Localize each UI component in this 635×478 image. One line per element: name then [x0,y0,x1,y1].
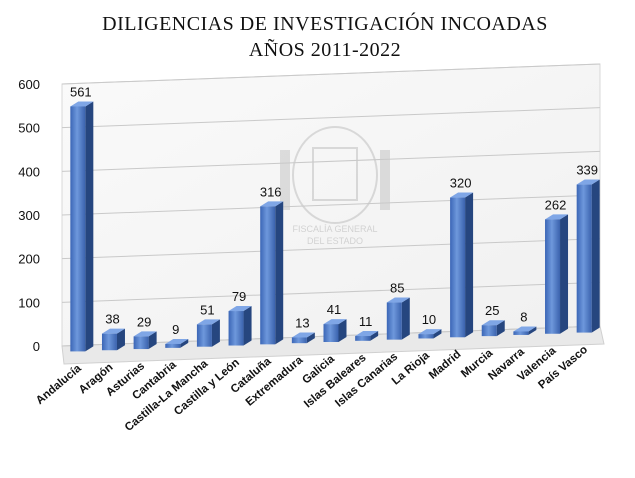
x-tick-label: La Rioja [390,349,432,387]
bar [355,336,371,341]
bar [513,331,529,335]
bar-side [180,338,189,348]
bar-top [165,338,189,344]
data-label: 13 [295,315,309,330]
gridline [61,194,601,216]
bar [576,184,592,333]
bar-side [370,331,379,341]
bar-top [386,297,410,303]
y-tick-label: 500 [18,121,40,136]
bar [260,206,276,345]
watermark-text: DEL ESTADO [307,236,363,246]
data-label: 41 [327,302,341,317]
bar-top [481,320,505,326]
watermark: FISCALÍA GENERAL DEL ESTADO [280,126,390,246]
data-label: 38 [105,312,119,327]
bar [450,197,466,338]
gridline [61,107,601,129]
bar-side [528,326,537,335]
bar-top [513,326,537,332]
bar [196,324,212,347]
bar-top [70,101,94,107]
data-label: 79 [232,289,246,304]
watermark-column-right [380,150,390,210]
bar-top [450,192,474,198]
bar [481,325,497,337]
bar-top [133,331,157,337]
y-tick-label: 0 [33,339,40,354]
bar-top [355,331,379,337]
data-label: 11 [359,314,373,329]
chart-subtitle: AÑOS 2011-2022 [249,37,401,61]
data-label: 51 [200,302,214,317]
y-axis: 0 100 200 300 400 500 600 [18,77,40,354]
bar [386,302,402,340]
bar-side [85,101,94,352]
chart-title: DILIGENCIAS DE INVESTIGACIÓN INCOADAS [102,11,548,35]
bar-top [418,329,442,335]
bar [545,219,561,334]
bar-top [291,332,315,338]
data-label: 29 [137,314,151,329]
watermark-emblem [292,126,378,224]
bar-side [116,328,125,351]
data-label: 316 [260,184,282,199]
data-label: 25 [485,303,499,318]
bar-top [576,179,600,185]
bar [323,324,339,342]
gridline [61,63,601,85]
bar-side [338,319,347,342]
bar [70,106,86,352]
bar-side [465,192,474,338]
bar-top [101,328,125,334]
data-label: 561 [70,84,92,99]
x-tick-label: Madrid [427,348,464,381]
y-tick-label: 100 [18,295,40,310]
bar [418,334,434,339]
bar [228,311,244,346]
watermark-shield [312,147,358,201]
bar-side [275,201,284,345]
y-tick-label: 400 [18,164,40,179]
data-label: 8 [520,309,527,324]
bar-top [260,201,284,207]
watermark-text: FISCALÍA GENERAL [292,224,377,234]
bar [165,343,181,348]
bar [133,336,149,350]
bar [291,337,307,344]
bar-side [560,214,569,334]
bar-side [496,320,505,337]
y-tick-label: 300 [18,208,40,223]
gridline [61,281,601,303]
bar-top [196,319,220,325]
bar-side [148,331,157,350]
bar-side [433,329,442,339]
watermark-column-left [280,150,290,210]
bars [70,101,600,352]
y-tick-label: 200 [18,252,40,267]
gridlines [61,63,601,347]
data-label: 262 [545,197,567,212]
bar-side [306,332,315,344]
bar-side [243,306,252,346]
data-label: 85 [390,281,404,296]
data-label: 9 [172,322,179,337]
bar-side [211,319,220,347]
bar-side [401,297,410,340]
bar-top [545,214,569,220]
gridline [61,238,601,260]
bar-top [228,306,252,312]
x-tick-label: Andalucía [34,362,84,407]
bar-side [591,179,600,333]
data-label: 339 [576,163,598,178]
data-labels: 561 38 29 9 51 79 316 13 41 11 85 10 320 25 8 262 339 [70,84,598,337]
bar [101,333,117,351]
y-tick-label: 600 [18,77,40,92]
data-label: 10 [422,312,436,327]
bar-top [323,319,347,325]
gridline [61,150,601,172]
data-label: 320 [450,176,472,191]
